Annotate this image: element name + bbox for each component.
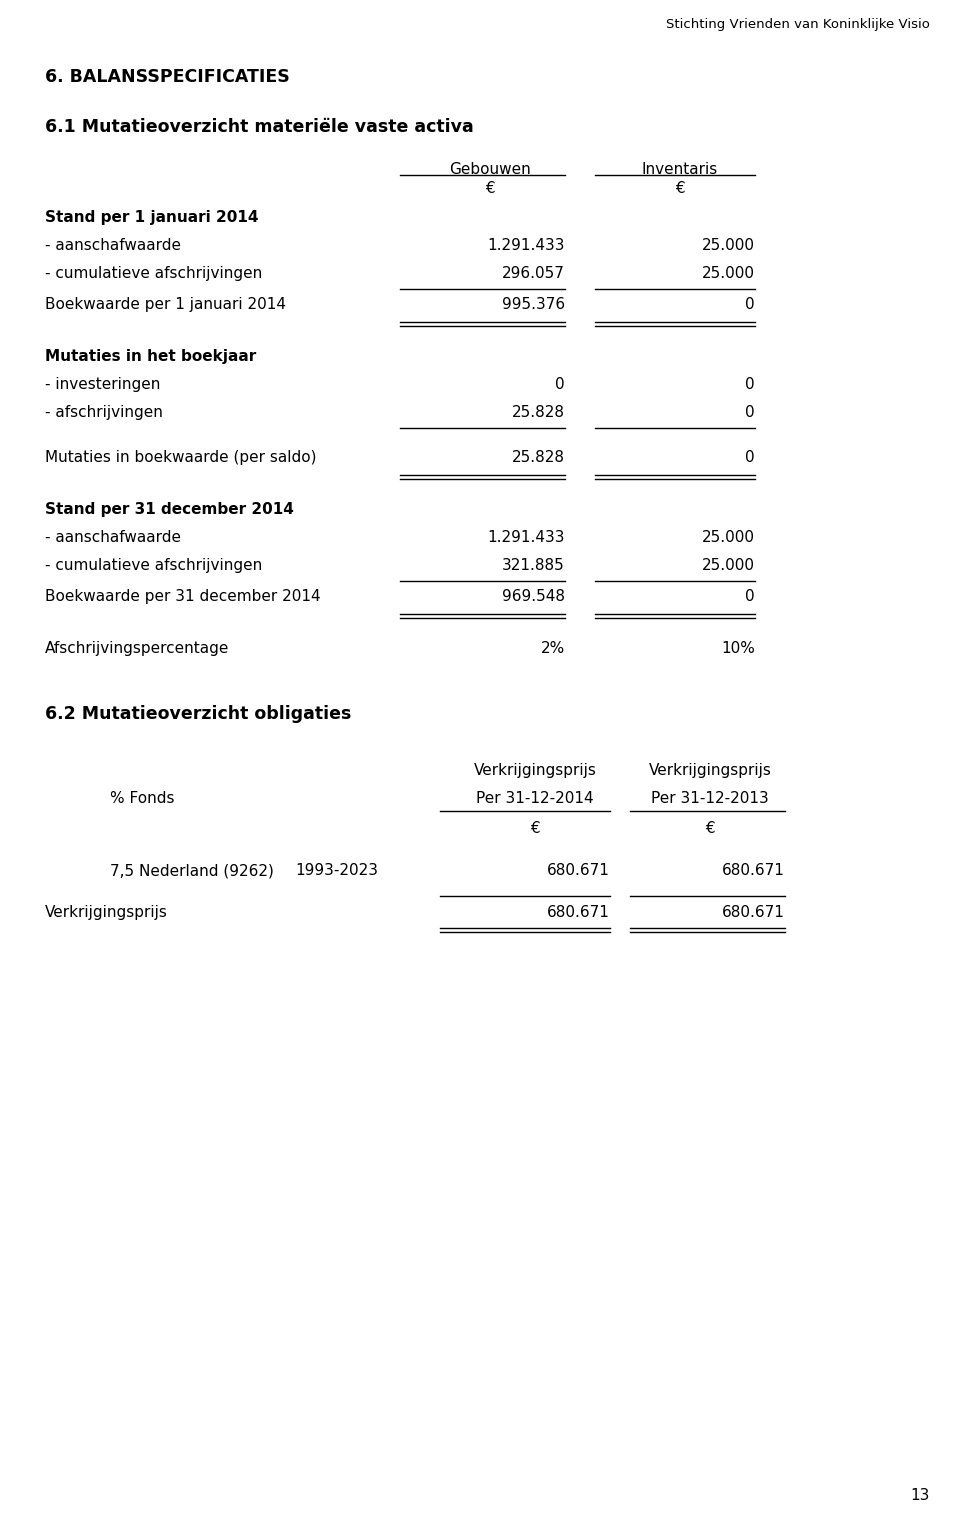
- Text: Gebouwen: Gebouwen: [449, 162, 531, 177]
- Text: €: €: [530, 822, 540, 837]
- Text: 0: 0: [745, 297, 755, 312]
- Text: 1.291.433: 1.291.433: [488, 530, 565, 545]
- Text: 969.548: 969.548: [502, 589, 565, 604]
- Text: Mutaties in boekwaarde (per saldo): Mutaties in boekwaarde (per saldo): [45, 449, 317, 464]
- Text: - cumulatieve afschrijvingen: - cumulatieve afschrijvingen: [45, 266, 262, 281]
- Text: 995.376: 995.376: [502, 297, 565, 312]
- Text: Verkrijgingsprijs: Verkrijgingsprijs: [473, 763, 596, 778]
- Text: Afschrijvingspercentage: Afschrijvingspercentage: [45, 642, 229, 657]
- Text: 0: 0: [556, 377, 565, 392]
- Text: 13: 13: [911, 1487, 930, 1502]
- Text: 0: 0: [745, 589, 755, 604]
- Text: Boekwaarde per 1 januari 2014: Boekwaarde per 1 januari 2014: [45, 297, 286, 312]
- Text: 680.671: 680.671: [547, 905, 610, 920]
- Text: 6. BALANSSPECIFICATIES: 6. BALANSSPECIFICATIES: [45, 68, 290, 86]
- Text: Stichting Vrienden van Koninklijke Visio: Stichting Vrienden van Koninklijke Visio: [666, 18, 930, 30]
- Text: 7,5 Nederland (9262): 7,5 Nederland (9262): [110, 862, 274, 878]
- Text: 25.828: 25.828: [512, 405, 565, 421]
- Text: 0: 0: [745, 405, 755, 421]
- Text: 25.000: 25.000: [702, 238, 755, 253]
- Text: Stand per 1 januari 2014: Stand per 1 januari 2014: [45, 210, 258, 225]
- Text: 321.885: 321.885: [502, 558, 565, 573]
- Text: €: €: [485, 182, 494, 197]
- Text: Verkrijgingsprijs: Verkrijgingsprijs: [45, 905, 168, 920]
- Text: 25.828: 25.828: [512, 449, 565, 464]
- Text: 25.000: 25.000: [702, 266, 755, 281]
- Text: 296.057: 296.057: [502, 266, 565, 281]
- Text: Boekwaarde per 31 december 2014: Boekwaarde per 31 december 2014: [45, 589, 321, 604]
- Text: 10%: 10%: [721, 642, 755, 657]
- Text: - aanschafwaarde: - aanschafwaarde: [45, 530, 181, 545]
- Text: 6.1 Mutatieoverzicht materiële vaste activa: 6.1 Mutatieoverzicht materiële vaste ac…: [45, 118, 473, 136]
- Text: - investeringen: - investeringen: [45, 377, 160, 392]
- Text: Per 31-12-2013: Per 31-12-2013: [651, 791, 769, 806]
- Text: 0: 0: [745, 377, 755, 392]
- Text: 680.671: 680.671: [722, 905, 785, 920]
- Text: 680.671: 680.671: [722, 862, 785, 878]
- Text: - aanschafwaarde: - aanschafwaarde: [45, 238, 181, 253]
- Text: €: €: [675, 182, 684, 197]
- Text: - afschrijvingen: - afschrijvingen: [45, 405, 163, 421]
- Text: 1.291.433: 1.291.433: [488, 238, 565, 253]
- Text: 680.671: 680.671: [547, 862, 610, 878]
- Text: Inventaris: Inventaris: [642, 162, 718, 177]
- Text: - cumulatieve afschrijvingen: - cumulatieve afschrijvingen: [45, 558, 262, 573]
- Text: 2%: 2%: [540, 642, 565, 657]
- Text: 1993-2023: 1993-2023: [295, 862, 378, 878]
- Text: Mutaties in het boekjaar: Mutaties in het boekjaar: [45, 350, 256, 365]
- Text: Verkrijgingsprijs: Verkrijgingsprijs: [649, 763, 772, 778]
- Text: €: €: [706, 822, 715, 837]
- Text: 25.000: 25.000: [702, 558, 755, 573]
- Text: Per 31-12-2014: Per 31-12-2014: [476, 791, 594, 806]
- Text: 25.000: 25.000: [702, 530, 755, 545]
- Text: 6.2 Mutatieoverzicht obligaties: 6.2 Mutatieoverzicht obligaties: [45, 705, 351, 723]
- Text: % Fonds: % Fonds: [110, 791, 175, 806]
- Text: 0: 0: [745, 449, 755, 464]
- Text: Stand per 31 december 2014: Stand per 31 december 2014: [45, 502, 294, 517]
